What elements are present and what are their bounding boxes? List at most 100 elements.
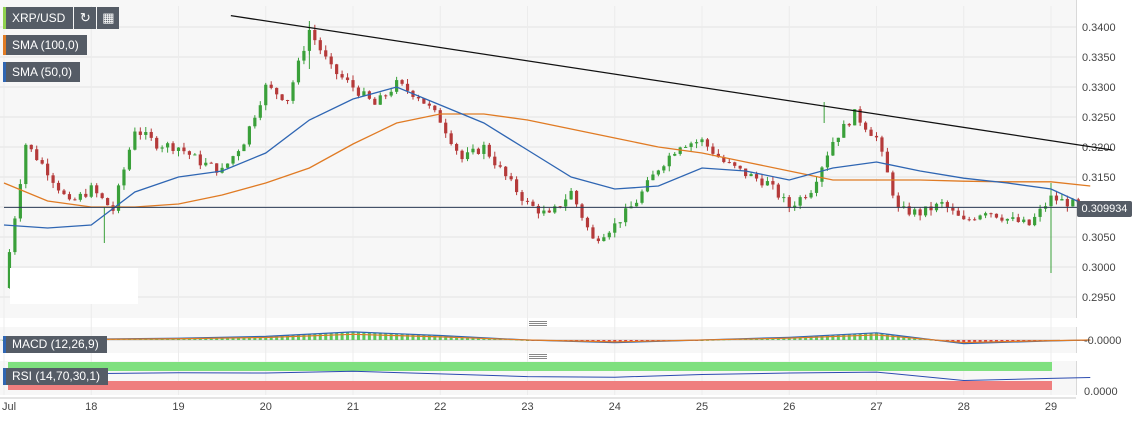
candle-body — [176, 147, 181, 151]
macd-hist-bar — [804, 336, 808, 340]
candle-body — [525, 200, 530, 202]
macd-hist-bar — [253, 336, 257, 340]
macd-hist-bar — [356, 332, 360, 340]
candle-body — [716, 153, 720, 158]
candle-body — [569, 190, 573, 200]
macd-hist-bar — [242, 336, 246, 340]
refresh-icon[interactable]: ↻ — [74, 7, 97, 29]
candle-body — [574, 190, 579, 205]
x-tick-label: 28 — [958, 401, 970, 413]
candle-body — [438, 110, 442, 123]
symbol-selector[interactable]: XRP/USD — [3, 7, 74, 29]
candle-body — [171, 143, 175, 151]
rsi-line — [3, 370, 1091, 382]
legend-macd[interactable]: MACD (12,26,9) — [3, 336, 107, 353]
candle-body — [885, 151, 890, 173]
candle-body — [449, 133, 453, 145]
x-tick-label: Jul — [2, 401, 16, 413]
candle-body — [40, 160, 44, 164]
candle-body — [793, 205, 797, 208]
candle-body — [820, 167, 824, 182]
candle-body — [940, 202, 944, 204]
macd-hist-bar — [395, 333, 399, 340]
macd-hist-bar — [460, 336, 464, 340]
candle-body — [384, 95, 388, 97]
macd-hist-bar — [973, 340, 977, 344]
macd-hist-bar — [296, 334, 300, 340]
macd-hist-bar — [411, 334, 415, 340]
macd-hist-bar — [236, 336, 240, 340]
candle-body — [645, 180, 650, 192]
macd-hist-bar — [318, 333, 322, 340]
candle-body — [29, 144, 33, 150]
candle-body — [116, 185, 121, 211]
candle-body — [847, 123, 851, 126]
panel-resize-handle[interactable] — [529, 321, 547, 326]
macd-hist-bar — [269, 336, 273, 340]
legend-rsi[interactable]: RSI (14,70,30,1) — [3, 368, 109, 385]
macd-hist-bar — [836, 334, 840, 340]
candle-body — [62, 190, 66, 195]
rsi-overbought-band — [8, 362, 1052, 371]
candle-body — [182, 147, 186, 152]
main-price-panel[interactable] — [0, 0, 1077, 318]
macd-hist-bar — [275, 335, 279, 340]
candle-body — [193, 154, 197, 156]
macd-hist-bar — [466, 336, 470, 340]
candle-body — [967, 219, 971, 221]
macd-hist-bar — [416, 334, 420, 340]
candle-body — [558, 206, 562, 208]
legend-sma100[interactable]: SMA (100,0) — [3, 35, 87, 55]
candle-body — [874, 135, 879, 138]
candle-body — [853, 109, 857, 126]
candle-body — [329, 56, 333, 65]
candle-body — [585, 217, 590, 228]
candle-body — [531, 201, 535, 206]
candle-body — [776, 184, 780, 198]
macd-hist-bar — [907, 336, 911, 340]
macd-hist-bar — [825, 335, 829, 340]
calendar-icon[interactable]: ▦ — [97, 7, 120, 29]
candle-body — [929, 206, 933, 211]
macd-hist-bar — [389, 333, 393, 340]
x-tick-label: 25 — [696, 401, 708, 413]
candle-body — [351, 80, 355, 88]
candle-body — [89, 185, 93, 197]
candle-body — [165, 143, 170, 148]
x-tick-label: 19 — [172, 401, 184, 413]
candle-body — [956, 210, 960, 216]
candle-body — [634, 202, 639, 207]
macd-hist-bar — [400, 333, 404, 340]
legend-sma50[interactable]: SMA (50,0) — [3, 62, 81, 82]
macd-hist-bar — [875, 332, 878, 340]
candle-body — [444, 122, 448, 134]
candle-body — [427, 103, 431, 106]
candle-body — [160, 147, 164, 149]
candle-body — [662, 166, 666, 171]
candle-body — [1065, 199, 1069, 207]
candle-body — [416, 96, 421, 99]
current-price-badge: 0.309934 — [1077, 201, 1132, 217]
rsi-oversold-band — [8, 381, 1052, 390]
candle-body — [264, 84, 268, 106]
candle-body — [24, 144, 28, 185]
candle-body — [389, 91, 393, 96]
macd-hist-bar — [302, 334, 306, 340]
candle-body — [891, 172, 895, 196]
macd-hist-bar — [978, 340, 982, 344]
macd-hist-bar — [335, 332, 339, 340]
macd-signal-line — [3, 333, 1091, 344]
candle-body — [493, 156, 497, 166]
candle-body — [711, 146, 715, 154]
candle-body — [667, 155, 671, 167]
candle-body — [520, 192, 524, 201]
candle-body — [275, 87, 279, 95]
candle-body — [225, 163, 230, 168]
panel-resize-handle[interactable] — [529, 354, 547, 359]
macd-hist-bar — [406, 334, 410, 340]
candle-body — [1071, 199, 1075, 207]
candle-body — [700, 139, 704, 143]
candle-body — [187, 151, 192, 155]
candle-body — [902, 206, 906, 208]
candle-body — [460, 150, 464, 160]
